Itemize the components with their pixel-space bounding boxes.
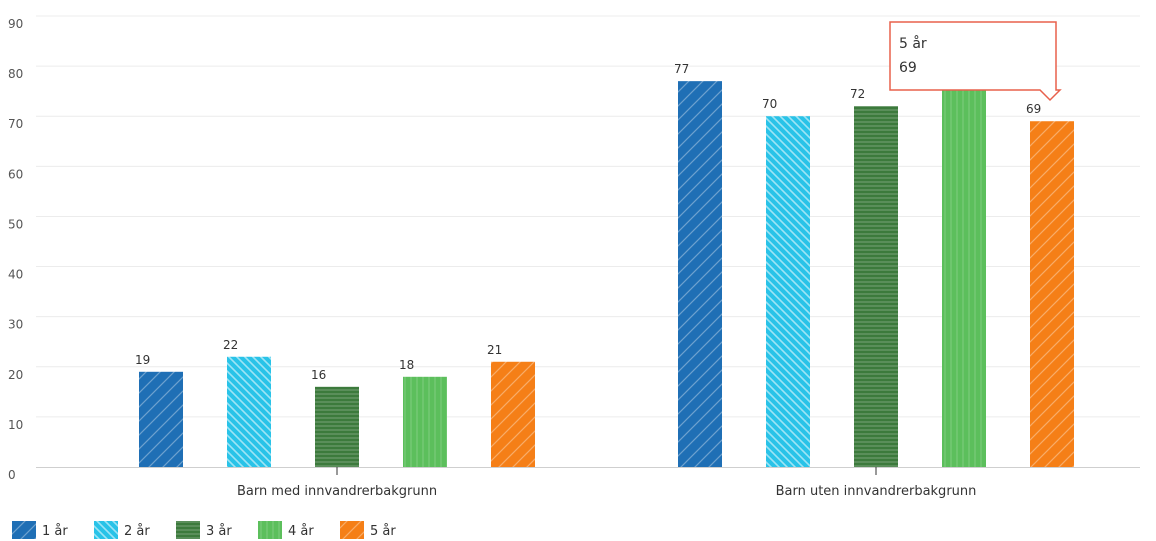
bar[interactable] bbox=[139, 371, 183, 467]
legend-swatch bbox=[12, 521, 36, 539]
y-tick-label: 10 bbox=[8, 418, 23, 432]
y-tick-label: 0 bbox=[8, 468, 16, 482]
tooltip-value: 69 bbox=[899, 60, 917, 76]
tooltip-box bbox=[889, 21, 1062, 102]
legend-label: 5 år bbox=[370, 524, 396, 539]
data-label: 70 bbox=[762, 97, 777, 111]
legend-swatch bbox=[340, 521, 364, 539]
y-tick-label: 70 bbox=[8, 117, 23, 131]
gridlines bbox=[36, 15, 1140, 418]
bar[interactable] bbox=[766, 116, 810, 467]
bar[interactable] bbox=[678, 81, 722, 468]
legend-label: 1 år bbox=[42, 524, 68, 539]
legend-item[interactable]: 3 år bbox=[176, 521, 232, 539]
bars bbox=[139, 81, 1074, 468]
y-axis-ticks: 0 10 20 30 40 50 60 70 80 90 bbox=[8, 17, 23, 482]
data-label: 19 bbox=[135, 353, 150, 367]
y-tick-label: 80 bbox=[8, 67, 23, 81]
legend-item[interactable]: 2 år bbox=[94, 521, 150, 539]
y-tick-label: 60 bbox=[8, 167, 23, 181]
bar[interactable] bbox=[942, 81, 986, 468]
data-label: 18 bbox=[399, 358, 414, 372]
data-label: 77 bbox=[674, 62, 689, 76]
legend-item[interactable]: 1 år bbox=[12, 521, 68, 539]
bar[interactable] bbox=[1030, 121, 1074, 467]
legend-label: 3 år bbox=[206, 524, 232, 539]
legend-swatch bbox=[176, 521, 200, 539]
data-label: 22 bbox=[223, 338, 238, 352]
bar[interactable] bbox=[854, 106, 898, 467]
y-tick-label: 20 bbox=[8, 368, 23, 382]
bar[interactable] bbox=[227, 356, 271, 467]
bar[interactable] bbox=[403, 376, 447, 467]
x-category-label: Barn uten innvandrerbakgrunn bbox=[776, 484, 977, 499]
legend-item[interactable]: 4 år bbox=[258, 521, 314, 539]
tooltip-series: 5 år bbox=[899, 35, 927, 52]
data-label: 72 bbox=[850, 87, 865, 101]
x-category-label: Barn med innvandrerbakgrunn bbox=[237, 484, 437, 499]
legend-swatch bbox=[258, 521, 282, 539]
y-tick-label: 30 bbox=[8, 318, 23, 332]
data-label: 16 bbox=[311, 368, 326, 382]
legend-label: 2 år bbox=[124, 524, 150, 539]
data-label: 21 bbox=[487, 343, 502, 357]
bar[interactable] bbox=[491, 361, 535, 467]
data-label: 69 bbox=[1026, 102, 1041, 116]
x-axis: Barn med innvandrerbakgrunn Barn uten inn… bbox=[36, 467, 1140, 499]
y-tick-label: 90 bbox=[8, 17, 23, 31]
y-tick-label: 50 bbox=[8, 217, 23, 231]
legend-swatch bbox=[94, 521, 118, 539]
y-tick-label: 40 bbox=[8, 268, 23, 282]
tooltip: 5 år 69 bbox=[889, 21, 1062, 102]
bar[interactable] bbox=[315, 386, 359, 467]
legend-label: 4 år bbox=[288, 524, 314, 539]
legend-item[interactable]: 5 år bbox=[340, 521, 396, 539]
data-labels: 19 22 16 18 21 77 70 72 69 bbox=[135, 62, 1041, 382]
legend: 1 år 2 år 3 år 4 år 5 år bbox=[12, 521, 396, 539]
